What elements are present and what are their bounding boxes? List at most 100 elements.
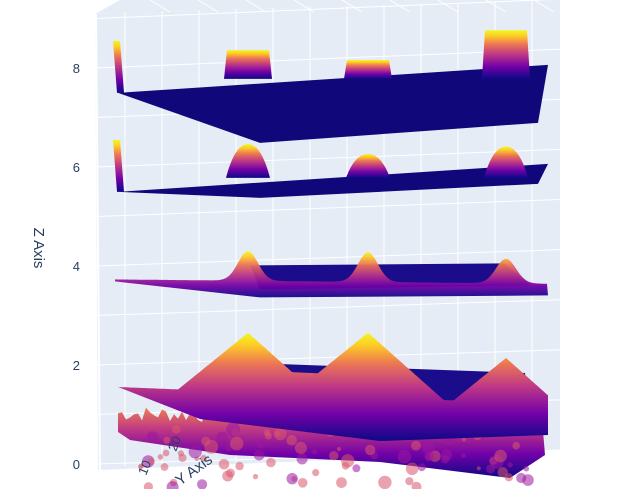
surface-texture bbox=[160, 463, 169, 471]
surface-texture bbox=[397, 449, 412, 464]
surface-texture bbox=[312, 449, 317, 455]
surface-texture bbox=[200, 454, 207, 462]
z-tick-label: 0 bbox=[73, 457, 80, 472]
surface-peak bbox=[484, 146, 528, 178]
surface-texture bbox=[378, 475, 392, 489]
grid-line-horizontal bbox=[95, 199, 561, 217]
grid-line-top bbox=[293, 0, 315, 13]
surface-texture bbox=[188, 445, 202, 459]
surface-texture bbox=[336, 477, 347, 488]
surface-texture bbox=[405, 477, 414, 486]
surface-peak bbox=[224, 50, 272, 79]
surface-texture bbox=[365, 444, 376, 456]
surface-texture bbox=[204, 439, 219, 454]
surface-texture bbox=[329, 451, 339, 461]
surface-texture bbox=[296, 453, 308, 465]
surface-ridge bbox=[115, 251, 548, 298]
grid-line-horizontal bbox=[95, 0, 551, 19]
surface-texture bbox=[405, 462, 419, 476]
z-tick-label: 4 bbox=[73, 259, 80, 274]
surface-texture bbox=[274, 431, 281, 437]
surface-texture bbox=[507, 462, 513, 468]
surface-texture bbox=[312, 469, 320, 477]
surface-base bbox=[118, 163, 548, 198]
grid-line-horizontal bbox=[95, 48, 561, 69]
grid-line-top bbox=[245, 0, 267, 13]
surface-texture bbox=[264, 432, 272, 440]
surface-texture bbox=[143, 482, 153, 489]
y-tick-label: 10 bbox=[135, 458, 154, 477]
surface-peak bbox=[226, 144, 270, 178]
surface-texture bbox=[512, 441, 520, 450]
surface-texture bbox=[294, 441, 307, 454]
surface-layer-1 bbox=[118, 332, 548, 441]
grid-line-top bbox=[581, 0, 603, 13]
surface-texture bbox=[494, 449, 507, 463]
surface-texture bbox=[226, 422, 241, 437]
surface-texture bbox=[523, 465, 530, 472]
grid-line-top bbox=[389, 0, 411, 13]
surface-texture bbox=[422, 441, 436, 454]
surface-texture bbox=[146, 431, 158, 443]
surface-texture bbox=[273, 427, 287, 441]
surface-texture bbox=[163, 436, 171, 444]
surface-texture bbox=[218, 459, 230, 470]
surface-ridge bbox=[118, 332, 548, 441]
z-axis-ticks: 0 2 4 6 8 bbox=[73, 61, 80, 472]
surface-texture bbox=[166, 481, 179, 489]
surface-layer-2 bbox=[115, 251, 548, 298]
y-axis-ticks: 10 20 bbox=[135, 434, 184, 477]
z-tick-label: 8 bbox=[73, 61, 80, 76]
surface-texture bbox=[341, 454, 355, 468]
grid-line-horizontal bbox=[95, 299, 561, 316]
surface-texture bbox=[425, 453, 432, 461]
surface-texture bbox=[177, 450, 184, 457]
surface-texture bbox=[171, 424, 181, 434]
z-tick-label: 6 bbox=[73, 160, 80, 175]
surface-texture bbox=[216, 431, 228, 443]
surface-texture bbox=[286, 434, 298, 446]
grid-line-horizontal bbox=[95, 148, 561, 168]
surface-texture bbox=[352, 464, 361, 473]
surface-texture bbox=[253, 449, 265, 461]
grid-line-horizontal bbox=[95, 349, 561, 366]
surface-base bbox=[118, 64, 548, 143]
surface-texture bbox=[286, 473, 298, 485]
surface-texture bbox=[476, 466, 481, 471]
surface-texture bbox=[252, 473, 259, 480]
grid-line-top bbox=[149, 0, 171, 13]
surface-layer-4 bbox=[113, 30, 548, 143]
surface-peak bbox=[482, 30, 530, 79]
surface-texture bbox=[297, 478, 308, 488]
grid-line-top bbox=[437, 0, 459, 13]
grid-line-top bbox=[485, 0, 507, 13]
surface-texture bbox=[461, 437, 467, 442]
surface-texture bbox=[138, 463, 144, 469]
margin-left bbox=[0, 0, 100, 489]
surface-texture bbox=[230, 436, 244, 451]
surface-texture bbox=[147, 458, 155, 465]
surface-texture bbox=[336, 446, 341, 452]
surface-peak bbox=[344, 60, 392, 79]
y-tick-label: 20 bbox=[165, 434, 184, 453]
grid-line-top bbox=[533, 0, 555, 13]
surface-peak bbox=[346, 154, 390, 178]
surface-texture bbox=[522, 474, 534, 486]
surface-texture bbox=[255, 439, 266, 449]
grid-line-horizontal bbox=[95, 249, 561, 267]
surface-texture bbox=[162, 449, 170, 457]
surface-texture bbox=[441, 449, 453, 461]
z-tick-label: 2 bbox=[73, 358, 80, 373]
surface-texture bbox=[504, 473, 513, 482]
surface-texture bbox=[222, 470, 234, 482]
surface-texture bbox=[235, 461, 244, 471]
z-axis-line bbox=[95, 13, 101, 471]
z-axis-title: Z Axis bbox=[30, 228, 47, 269]
surface-texture bbox=[197, 479, 208, 489]
surface-edge-spike bbox=[113, 139, 124, 192]
surface-texture bbox=[461, 453, 466, 458]
surface-layer-3 bbox=[113, 139, 548, 198]
surface-texture bbox=[266, 457, 276, 468]
surface-texture bbox=[411, 481, 422, 489]
